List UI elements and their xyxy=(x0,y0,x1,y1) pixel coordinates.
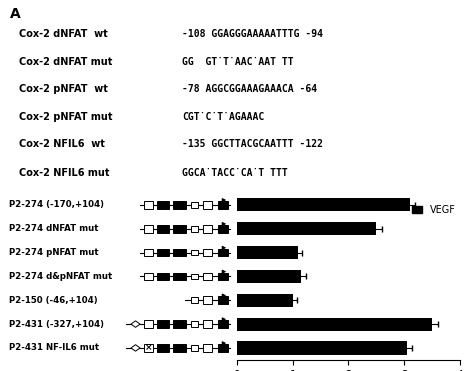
Text: Cox-2 dNFAT  wt: Cox-2 dNFAT wt xyxy=(18,29,107,39)
Bar xyxy=(218,225,228,233)
Text: GGCȦTACĊCȦT TTT: GGCȦTACĊCȦT TTT xyxy=(182,168,288,178)
Bar xyxy=(237,341,407,355)
Bar xyxy=(203,320,212,328)
Legend: VEGF: VEGF xyxy=(408,201,459,219)
Text: Cox-2 pNFAT  wt: Cox-2 pNFAT wt xyxy=(18,84,108,94)
Bar xyxy=(144,273,153,280)
Bar xyxy=(237,294,292,307)
Bar xyxy=(237,270,301,283)
Bar xyxy=(203,296,212,304)
Bar xyxy=(191,273,198,279)
Bar xyxy=(191,202,198,208)
Bar xyxy=(237,246,298,259)
Text: ×: × xyxy=(176,248,183,257)
Text: -108 GGAGGGAAAAATTTG -94: -108 GGAGGGAAAAATTTG -94 xyxy=(182,29,323,39)
Bar xyxy=(218,296,228,304)
Bar xyxy=(157,201,169,209)
Bar xyxy=(237,198,410,211)
Bar xyxy=(191,250,198,255)
Bar xyxy=(191,226,198,232)
Bar xyxy=(144,249,153,256)
Text: P2-274 pNFAT mut: P2-274 pNFAT mut xyxy=(9,248,99,257)
Bar xyxy=(191,345,198,351)
Bar xyxy=(218,344,228,352)
Bar xyxy=(173,249,186,256)
Text: A: A xyxy=(9,7,20,22)
Bar xyxy=(157,249,169,256)
Bar xyxy=(191,321,198,327)
Text: P2-274 d&pNFAT mut: P2-274 d&pNFAT mut xyxy=(9,272,113,281)
Bar xyxy=(173,225,186,233)
Bar xyxy=(144,344,153,352)
Bar xyxy=(218,273,228,280)
Text: P2-274 (-170,+104): P2-274 (-170,+104) xyxy=(9,200,104,209)
Polygon shape xyxy=(131,321,140,327)
Bar xyxy=(237,318,432,331)
Bar xyxy=(173,273,186,280)
Text: Cox-2 NFIL6  wt: Cox-2 NFIL6 wt xyxy=(18,139,104,149)
Bar xyxy=(173,201,186,209)
Bar xyxy=(203,225,212,233)
Text: P2-431 (-327,+104): P2-431 (-327,+104) xyxy=(9,319,104,329)
Text: -78 AGGCGGAAAGAAACA -64: -78 AGGCGGAAAGAAACA -64 xyxy=(182,84,318,94)
Bar xyxy=(218,201,228,209)
Bar xyxy=(157,273,169,280)
Polygon shape xyxy=(131,345,140,351)
Text: Cox-2 pNFAT mut: Cox-2 pNFAT mut xyxy=(18,112,112,122)
Text: P2-150 (-46,+104): P2-150 (-46,+104) xyxy=(9,296,98,305)
Text: ×: × xyxy=(176,272,183,281)
Bar xyxy=(144,201,153,209)
Bar xyxy=(157,344,169,352)
Text: P2-431 NF-IL6 mut: P2-431 NF-IL6 mut xyxy=(9,344,100,352)
Bar xyxy=(173,344,186,352)
Bar xyxy=(144,320,153,328)
Bar xyxy=(191,298,198,303)
Text: ×: × xyxy=(145,344,153,352)
Bar xyxy=(157,320,169,328)
Bar xyxy=(237,222,376,235)
Text: Cox-2 dNFAT mut: Cox-2 dNFAT mut xyxy=(18,57,112,67)
Bar xyxy=(203,273,212,280)
Bar xyxy=(203,249,212,256)
Bar xyxy=(218,320,228,328)
Bar xyxy=(173,320,186,328)
Text: GG  GṪṪAAĊAAT TT: GG GṪṪAAĊAAT TT xyxy=(182,57,294,67)
Text: Cox-2 NFIL6 mut: Cox-2 NFIL6 mut xyxy=(18,168,109,178)
Text: ×: × xyxy=(159,272,167,281)
Bar xyxy=(203,201,212,209)
Bar xyxy=(218,249,228,256)
Text: P2-274 dNFAT mut: P2-274 dNFAT mut xyxy=(9,224,99,233)
Text: -135 GGCTTACGCAATTT -122: -135 GGCTTACGCAATTT -122 xyxy=(182,139,323,149)
Text: CGṪĊṪAGAAAC: CGṪĊṪAGAAAC xyxy=(182,112,264,122)
Bar xyxy=(157,225,169,233)
Bar xyxy=(203,344,212,352)
Bar xyxy=(144,225,153,233)
Text: ×: × xyxy=(159,224,167,233)
